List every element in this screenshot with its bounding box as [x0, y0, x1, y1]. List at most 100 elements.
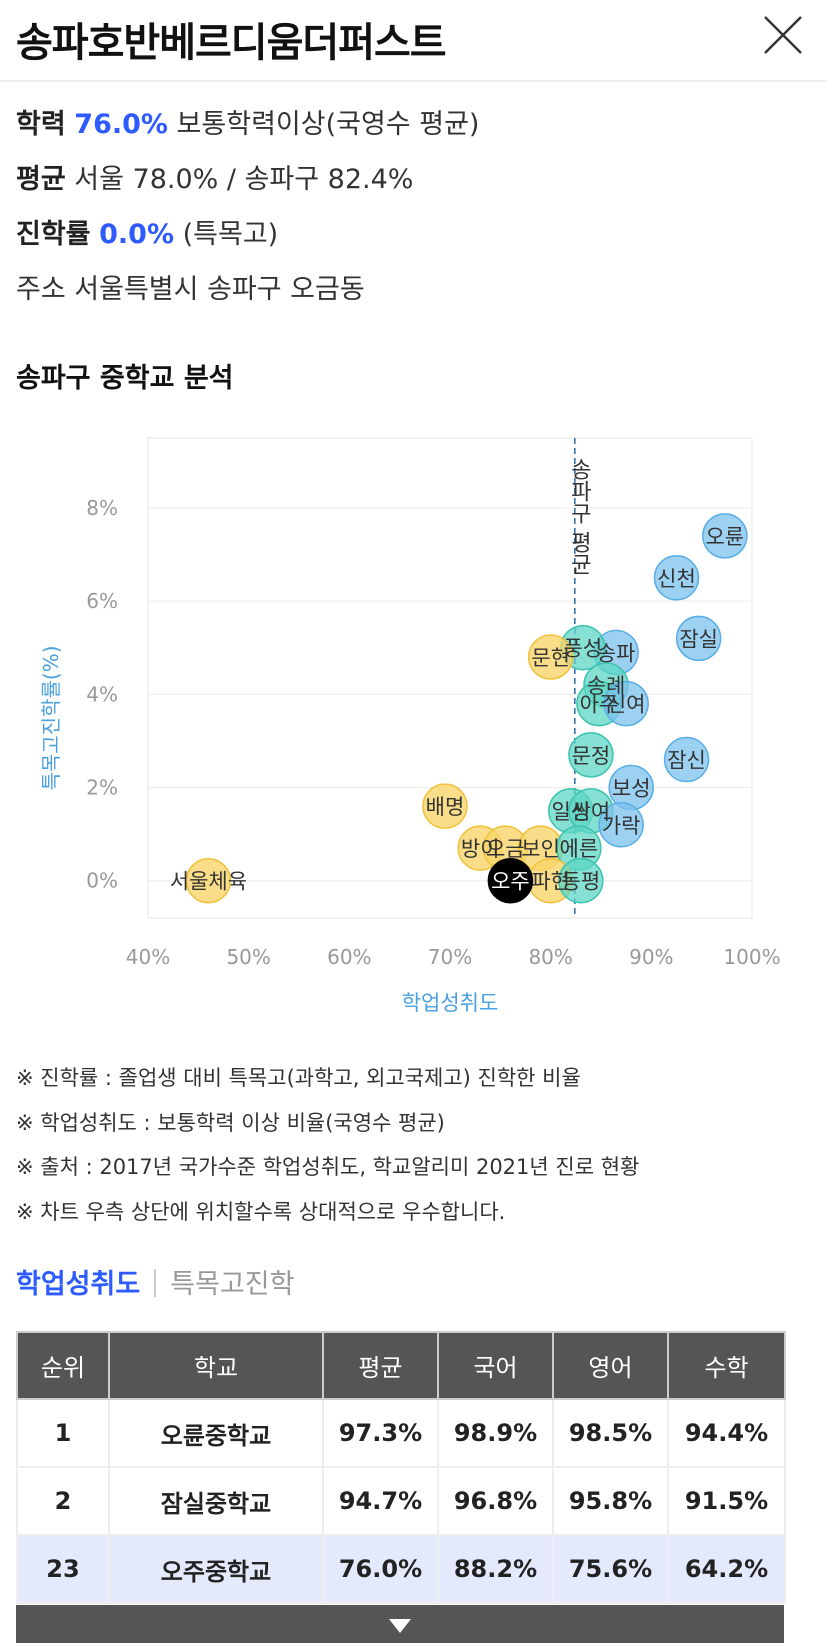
data-point-label: 오주 [491, 870, 530, 894]
y-tick-label: 6% [86, 589, 118, 613]
academic-value: 76.0% [74, 109, 168, 140]
data-point-label: 문현 [531, 646, 570, 670]
data-point [702, 513, 748, 559]
average-value: 서울 78.0% / 송파구 82.4% [74, 164, 414, 195]
cell-math: 64.2% [667, 1534, 786, 1604]
x-tick-label: 90% [629, 945, 673, 969]
chevron-down-icon [389, 1619, 411, 1633]
col-school: 학교 [108, 1331, 324, 1400]
data-point-label: 잠신 [667, 749, 706, 773]
page-title: 송파호반베르디움더퍼스트 [16, 20, 447, 66]
data-point-label: 신여 [607, 693, 646, 717]
cell-math: 94.4% [667, 1398, 786, 1468]
tab-special-school[interactable]: 특목고진학 [170, 1269, 295, 1300]
cell-korean: 98.9% [437, 1398, 554, 1468]
data-point-label: 서울체육 [170, 870, 247, 894]
cell-english: 95.8% [552, 1466, 669, 1536]
data-point [487, 857, 534, 904]
tab-divider [154, 1269, 157, 1297]
data-point-label: 송파 [597, 641, 636, 665]
data-point [653, 555, 700, 601]
ranking-table: 순위 학교 평균 국어 영어 수학 1 오륜중학교 97.3% 98.9% 98… [16, 1331, 786, 1604]
cell-average: 97.3% [322, 1398, 439, 1468]
cell-english: 98.5% [552, 1398, 669, 1468]
data-point [663, 736, 710, 783]
data-point-label: 송례 [587, 674, 626, 698]
cell-school: 오륜중학교 [108, 1398, 324, 1468]
cell-english: 75.6% [552, 1534, 669, 1604]
academic-label: 학력 [16, 109, 66, 140]
average-label: 평균 [16, 164, 66, 195]
table-row: 2 잠실중학교 94.7% 96.8% 95.8% 91.5% [16, 1466, 786, 1536]
data-point-label: 보성 [612, 777, 651, 801]
data-point [603, 680, 649, 727]
advance-row: 진학률 0.0% (특목고) [16, 212, 278, 251]
col-average: 평균 [322, 1331, 439, 1400]
data-point-label: 파현 [531, 870, 570, 894]
y-axis-label: 특목고진학률(%) [39, 645, 63, 790]
x-tick-label: 100% [723, 945, 780, 969]
data-point-label: 오금 [486, 837, 525, 861]
data-point [527, 634, 574, 680]
plot-area [147, 437, 753, 919]
data-point-label: 방이 [461, 837, 500, 861]
note-source: ※ 출처 : 2017년 국가수준 학업성취도, 학교알리미 2021년 진로 … [16, 1155, 640, 1179]
tab-achievement[interactable]: 학업성취도 [16, 1269, 141, 1300]
data-point [675, 615, 722, 662]
data-point-label: 풍성 [564, 637, 603, 661]
cell-school: 오주중학교 [108, 1534, 324, 1604]
cell-korean: 96.8% [437, 1466, 554, 1536]
cell-average: 76.0% [322, 1534, 439, 1604]
data-point-label: 동평 [562, 870, 601, 894]
cell-average: 94.7% [322, 1466, 439, 1536]
table-row: 1 오륜중학교 97.3% 98.9% 98.5% 94.4% [16, 1398, 786, 1468]
header: 송파호반베르디움더퍼스트 [0, 0, 827, 82]
advance-value: 0.0% [99, 219, 175, 250]
col-rank: 순위 [16, 1331, 110, 1400]
data-point-label: 잠실 [679, 627, 718, 651]
y-tick-label: 8% [86, 496, 118, 520]
table-header-row: 순위 학교 평균 국어 영어 수학 [16, 1331, 786, 1400]
data-point-label: 일신 [551, 800, 590, 824]
data-point-label: 배명 [426, 795, 465, 819]
col-korean: 국어 [437, 1331, 554, 1400]
address-value: 서울특별시 송파구 오금동 [74, 274, 365, 305]
col-english: 영어 [552, 1331, 669, 1400]
data-point [422, 783, 468, 829]
data-point-label: 아주 [580, 693, 619, 717]
cell-rank: 23 [16, 1534, 110, 1604]
advance-desc: (특목고) [182, 219, 279, 250]
data-point [558, 857, 604, 904]
cell-rank: 2 [16, 1466, 110, 1536]
y-tick-label: 4% [86, 682, 118, 706]
x-tick-label: 80% [528, 945, 572, 969]
scatter-chart: 0% 2% 4% 6% 8% 40% 50% 60% 70% 80% 90% 100% 학업성취도 특목고… [39, 437, 781, 1015]
cell-school: 잠실중학교 [108, 1466, 324, 1536]
note-achievement: ※ 학업성취도 : 보통학력 이상 비율(국영수 평균) [16, 1111, 445, 1135]
col-math: 수학 [667, 1331, 786, 1400]
cell-rank: 1 [16, 1398, 110, 1468]
expand-table-button[interactable] [16, 1605, 784, 1643]
tab-bar: 학업성취도 특목고진학 [16, 1262, 294, 1301]
academic-desc: 보통학력이상(국영수 평균) [176, 109, 480, 140]
note-guide: ※ 차트 우측 상단에 위치할수록 상대적으로 우수합니다. [16, 1200, 506, 1224]
cell-korean: 88.2% [437, 1534, 554, 1604]
data-point-label: 문정 [572, 744, 611, 768]
academic-row: 학력 76.0% 보통학력이상(국영수 평균) [16, 102, 479, 141]
table-row-highlighted: 23 오주중학교 76.0% 88.2% 75.6% 64.2% [16, 1534, 786, 1604]
data-point-label: 신천 [657, 567, 696, 591]
data-point-label: 보인 [521, 837, 560, 861]
advance-label: 진학률 [16, 219, 91, 250]
data-point [185, 857, 232, 904]
close-icon[interactable] [762, 14, 804, 56]
data-point-label: 에른 [560, 837, 599, 861]
data-point [568, 732, 614, 778]
note-advance-rate: ※ 진학률 : 졸업생 대비 특목고(과학고, 외고국제고) 진학한 비율 [16, 1066, 581, 1090]
data-point [598, 802, 644, 848]
address-label: 주소 [16, 274, 66, 305]
x-tick-label: 70% [428, 945, 472, 969]
cell-math: 91.5% [667, 1466, 786, 1536]
y-tick-label: 0% [86, 869, 118, 893]
average-row: 평균 서울 78.0% / 송파구 82.4% [16, 157, 413, 196]
x-tick-label: 50% [226, 945, 270, 969]
